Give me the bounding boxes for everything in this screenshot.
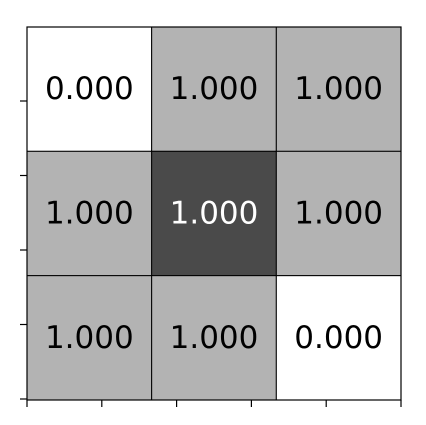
heatmap-cell-r0-c1 bbox=[151, 26, 277, 152]
cell-value-label-r1-c0: 1.000 bbox=[45, 196, 134, 232]
cell-value-label-r0-c0: 0.000 bbox=[45, 71, 134, 107]
cell-value-label-r0-c2: 1.000 bbox=[294, 71, 383, 107]
cell-value-label-r2-c0: 1.000 bbox=[45, 320, 134, 356]
heatmap-value-labels: 0.000 1.000 1.000 1.000 1.000 1.000 1.000 1.000… bbox=[45, 71, 383, 356]
heatmap-cell-r1-c1 bbox=[151, 150, 277, 277]
plot-frame bbox=[26, 26, 402, 401]
cell-value-label-r0-c1: 1.000 bbox=[170, 71, 259, 107]
heatmap-cell-r0-c0 bbox=[26, 26, 153, 152]
heatmap-cell-r2-c1 bbox=[151, 275, 277, 401]
cell-value-label-r2-c2: 0.000 bbox=[294, 320, 383, 356]
x-axis-ticks bbox=[26, 400, 402, 407]
y-axis-ticks bbox=[20, 100, 27, 400]
heatmap-cell-r1-c2 bbox=[275, 150, 402, 277]
cell-value-label-r1-c2: 1.000 bbox=[294, 196, 383, 232]
heatmap-cell-r1-c0 bbox=[26, 150, 153, 277]
heatmap-cells bbox=[26, 26, 402, 401]
cell-value-label-r2-c1: 1.000 bbox=[170, 320, 259, 356]
cell-value-label-r1-c1: 1.000 bbox=[170, 196, 259, 232]
